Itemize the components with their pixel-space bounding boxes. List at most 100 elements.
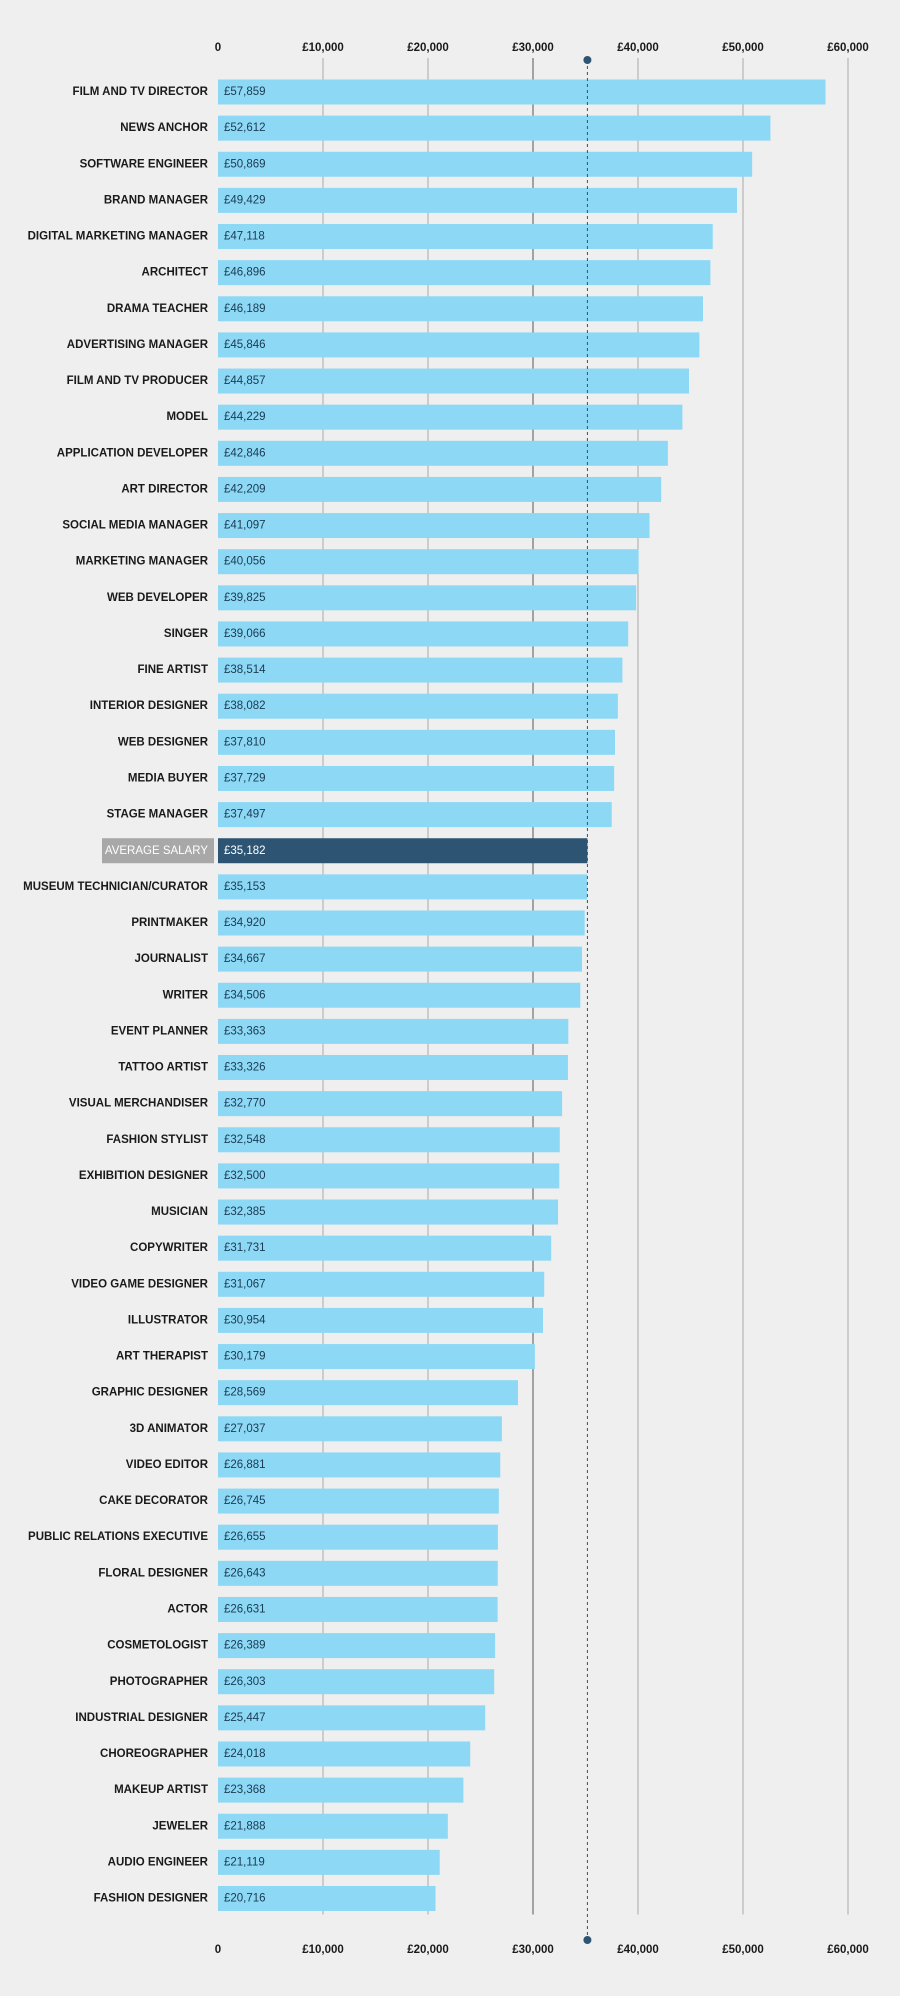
- value-label: £44,857: [224, 375, 266, 387]
- category-label: VISUAL MERCHANDISER: [69, 1098, 209, 1110]
- value-label: £47,118: [224, 231, 265, 243]
- category-label: ART DIRECTOR: [121, 483, 208, 495]
- value-label: £37,497: [224, 809, 266, 821]
- x-tick-label: £10,000: [302, 1944, 344, 1956]
- value-label: £34,506: [224, 989, 266, 1001]
- bar: [218, 657, 623, 683]
- category-label: EVENT PLANNER: [111, 1025, 209, 1037]
- bar: [218, 440, 668, 466]
- value-label: £21,119: [224, 1856, 265, 1868]
- category-label: NEWS ANCHOR: [120, 122, 208, 134]
- value-label: £28,569: [224, 1387, 266, 1399]
- category-label: COPYWRITER: [130, 1242, 209, 1254]
- bar: [218, 874, 588, 900]
- category-label: FINE ARTIST: [138, 664, 209, 676]
- category-label: FLORAL DESIGNER: [98, 1567, 208, 1579]
- x-tick-label: £20,000: [407, 42, 449, 54]
- average-marker: [583, 56, 592, 64]
- x-tick-label: £60,000: [827, 42, 869, 54]
- x-tick-label: £40,000: [617, 42, 659, 54]
- category-label: MUSICIAN: [151, 1206, 208, 1218]
- x-tick-label: £30,000: [512, 1944, 554, 1956]
- value-label: £26,389: [224, 1640, 266, 1652]
- category-label: PHOTOGRAPHER: [110, 1676, 209, 1688]
- category-label: FILM AND TV PRODUCER: [67, 375, 209, 387]
- category-label: CAKE DECORATOR: [99, 1495, 209, 1507]
- value-label: £49,429: [224, 194, 266, 206]
- value-label: £38,514: [224, 664, 266, 676]
- value-label: £23,368: [224, 1784, 266, 1796]
- bar: [218, 1741, 471, 1767]
- value-label: £44,229: [224, 411, 266, 423]
- bar: [218, 1777, 464, 1803]
- value-label: £37,729: [224, 773, 266, 785]
- x-tick-label: £50,000: [722, 1944, 764, 1956]
- category-label: EXHIBITION DESIGNER: [79, 1170, 209, 1182]
- value-label: £26,881: [224, 1459, 266, 1471]
- value-label: £52,612: [224, 122, 266, 134]
- category-label: JOURNALIST: [135, 953, 208, 965]
- bar: [218, 224, 713, 250]
- bar: [218, 1524, 498, 1550]
- bar: [218, 1344, 535, 1370]
- value-label: £46,896: [224, 267, 266, 279]
- value-label: £32,770: [224, 1098, 266, 1110]
- category-label: SOFTWARE ENGINEER: [80, 158, 209, 170]
- category-label: INDUSTRIAL DESIGNER: [75, 1712, 208, 1724]
- value-label: £26,643: [224, 1567, 266, 1579]
- value-label: £40,056: [224, 556, 266, 568]
- bar: [218, 1307, 544, 1333]
- category-label: STAGE MANAGER: [107, 809, 209, 821]
- category-label: DIGITAL MARKETING MANAGER: [28, 231, 209, 243]
- x-tick-label: 0: [215, 1944, 221, 1956]
- bar: [218, 1849, 440, 1875]
- bar: [218, 1488, 499, 1514]
- value-label: £31,067: [224, 1278, 266, 1290]
- bar: [218, 404, 683, 430]
- category-label: TATTOO ARTIST: [118, 1062, 208, 1074]
- bar: [218, 729, 616, 755]
- value-label: £37,810: [224, 736, 266, 748]
- bar: [218, 332, 700, 358]
- bar: [218, 621, 629, 647]
- category-label: MUSEUM TECHNICIAN/CURATOR: [23, 881, 209, 893]
- value-label: £46,189: [224, 303, 266, 315]
- bar: [218, 1705, 486, 1731]
- value-label: £30,179: [224, 1351, 266, 1363]
- category-label: MODEL: [166, 411, 208, 423]
- category-label: ARCHITECT: [142, 267, 208, 279]
- value-label: £57,859: [224, 86, 266, 98]
- value-label: £30,954: [224, 1314, 266, 1326]
- bar: [218, 838, 588, 864]
- category-label: MAKEUP ARTIST: [114, 1784, 208, 1796]
- bar: [218, 1813, 448, 1839]
- value-label: £45,846: [224, 339, 266, 351]
- category-label: GRAPHIC DESIGNER: [92, 1387, 209, 1399]
- bar: [218, 1560, 498, 1586]
- category-label: ILLUSTRATOR: [128, 1314, 209, 1326]
- bar: [218, 1055, 568, 1081]
- value-label: £32,548: [224, 1134, 266, 1146]
- value-label: £31,731: [224, 1242, 266, 1254]
- bar: [218, 1380, 518, 1406]
- bar: [218, 260, 711, 286]
- bar: [218, 693, 618, 719]
- category-label: MARKETING MANAGER: [76, 556, 209, 568]
- value-label: £25,447: [224, 1712, 266, 1724]
- value-label: £34,667: [224, 953, 266, 965]
- bar: [218, 549, 639, 575]
- category-label: ACTOR: [167, 1603, 208, 1615]
- category-label: PUBLIC RELATIONS EXECUTIVE: [28, 1531, 208, 1543]
- value-label: £24,018: [224, 1748, 266, 1760]
- x-tick-label: 0: [215, 42, 221, 54]
- bar: [218, 513, 650, 539]
- bar: [218, 946, 583, 972]
- x-tick-label: £40,000: [617, 1944, 659, 1956]
- bar: [218, 115, 771, 141]
- category-label: ADVERTISING MANAGER: [67, 339, 209, 351]
- value-label: £38,082: [224, 700, 266, 712]
- x-tick-label: £10,000: [302, 42, 344, 54]
- category-label: WEB DESIGNER: [118, 736, 209, 748]
- value-label: £32,385: [224, 1206, 266, 1218]
- value-label: £39,825: [224, 592, 266, 604]
